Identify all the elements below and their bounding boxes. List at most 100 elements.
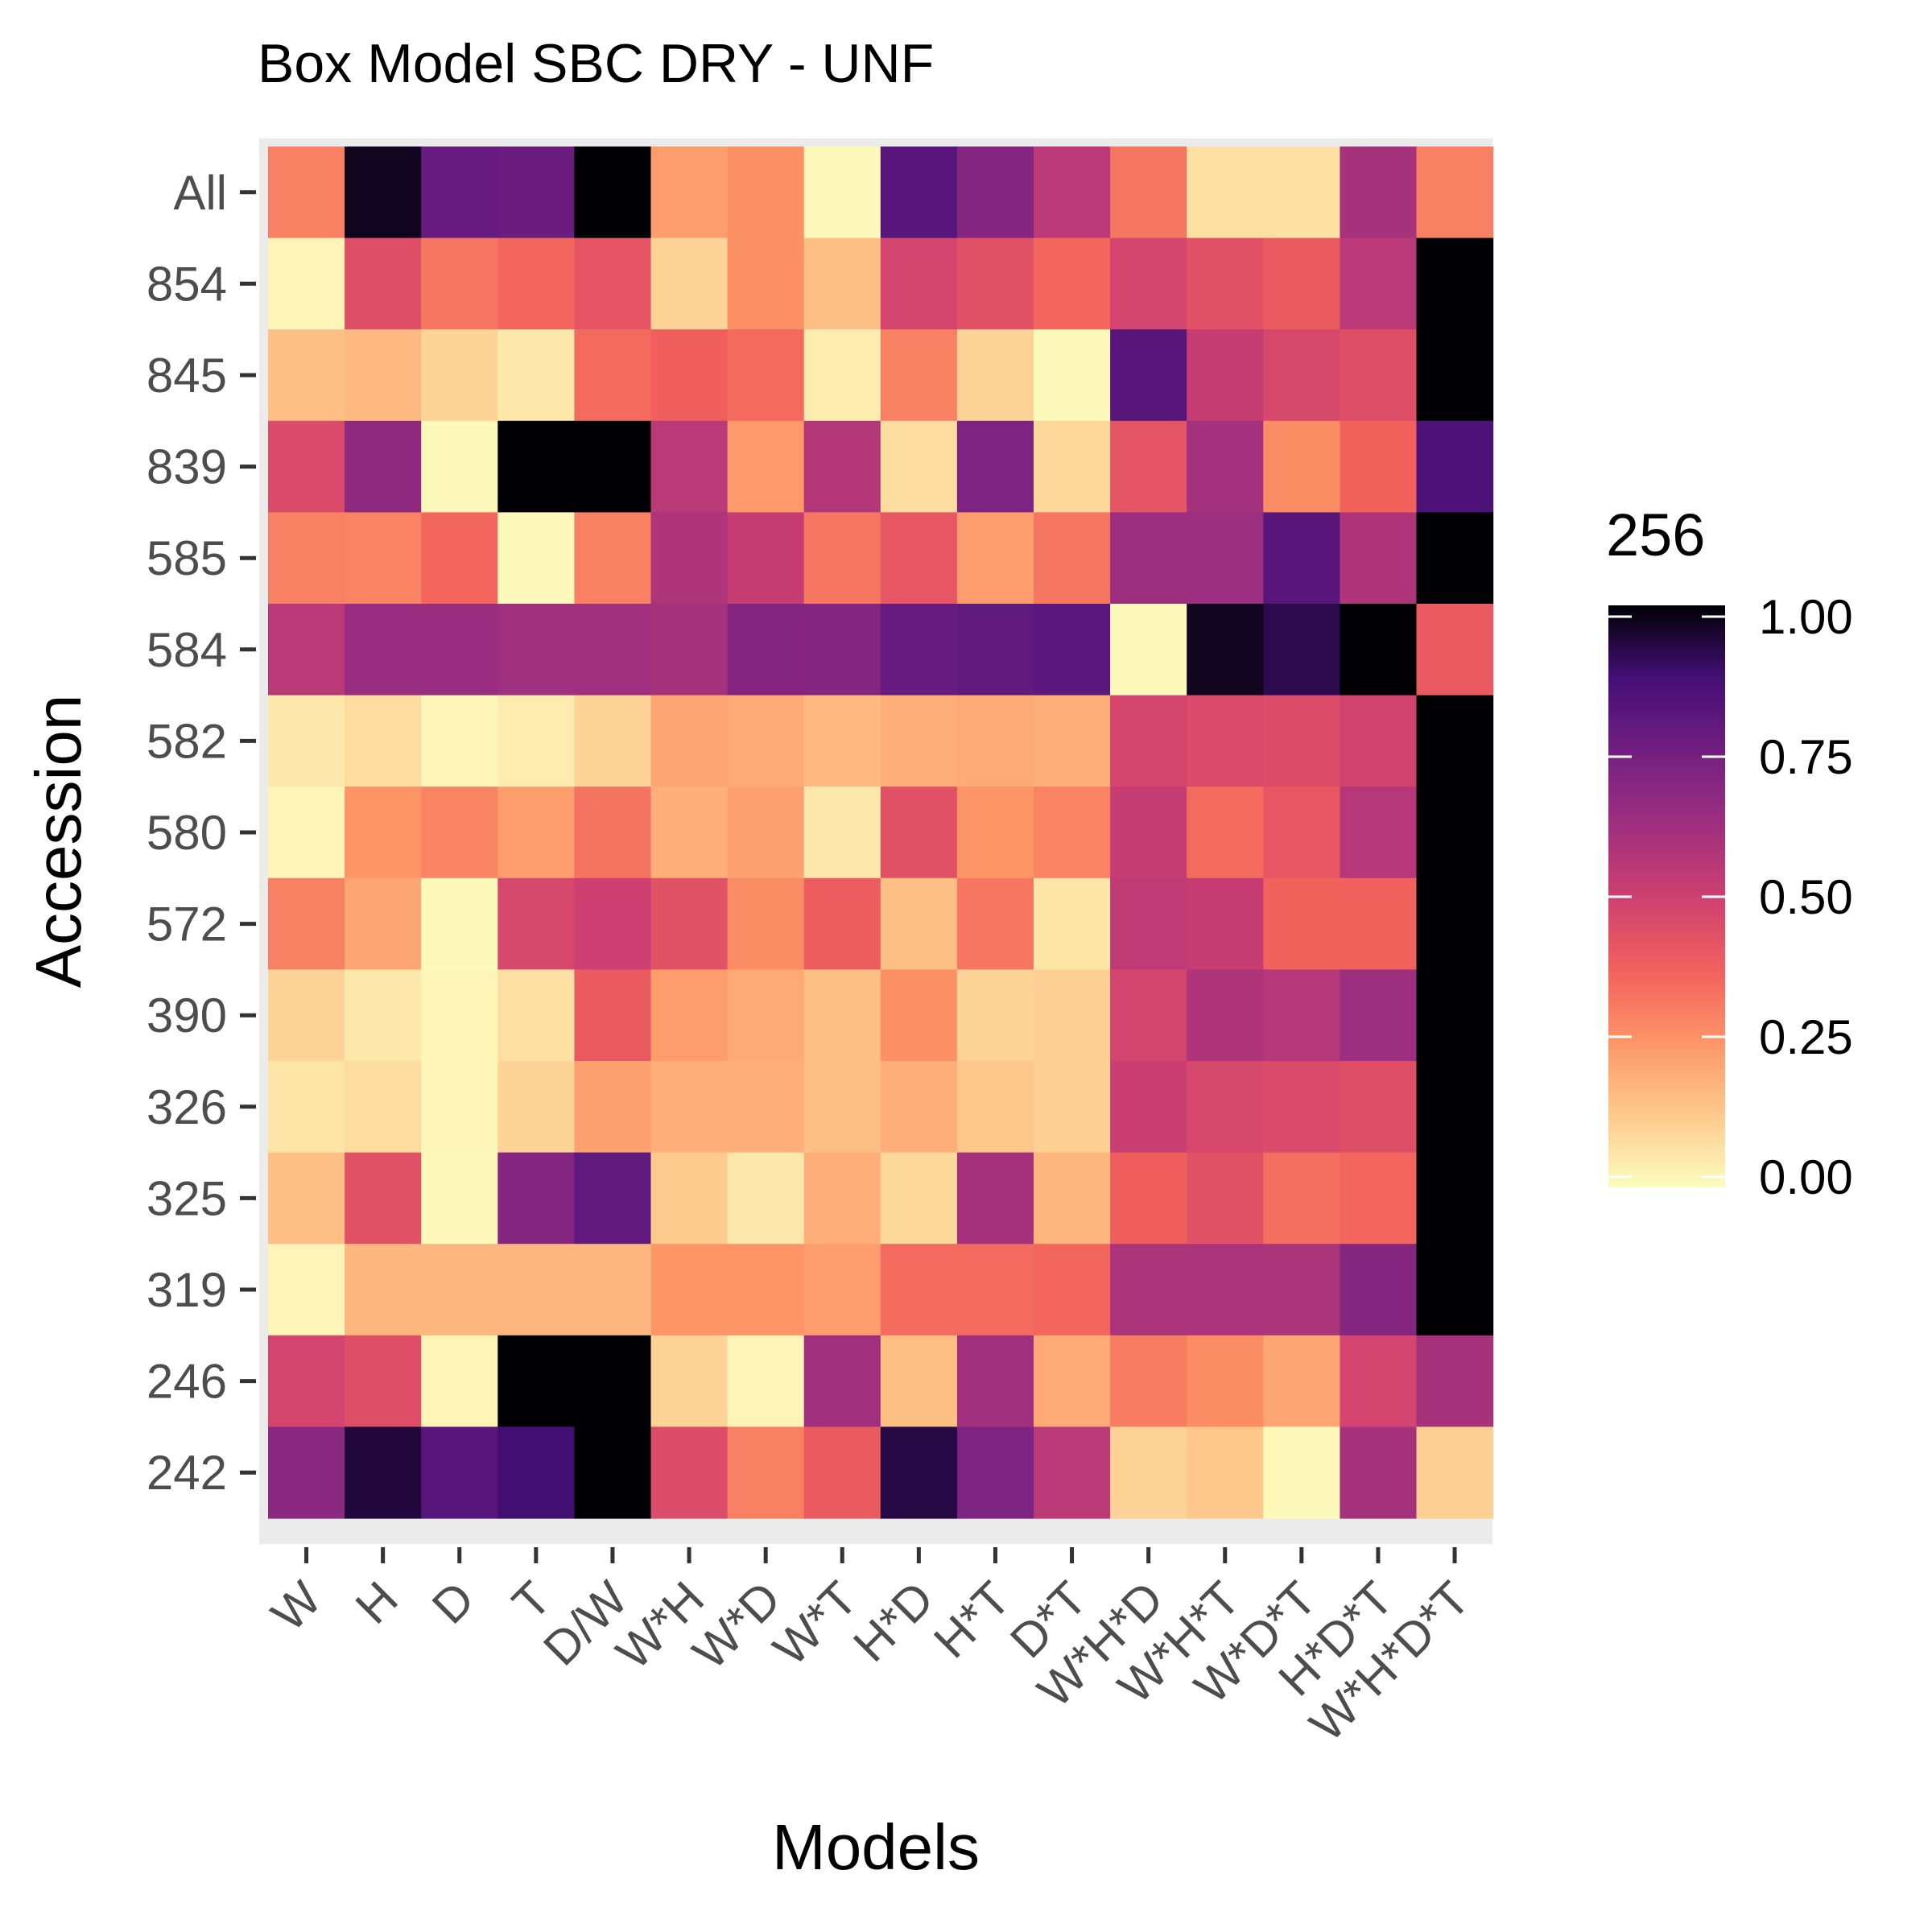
heatmap-cell: [1110, 604, 1187, 696]
heatmap-cell: [421, 147, 498, 239]
x-axis: W H D TD/WW*HW*DW*TH*DH*TD*TW*H*DW*H*TW*D*T…: [261, 1547, 1480, 1752]
heatmap-cell: [1263, 329, 1340, 422]
heatmap-cell: [803, 1244, 881, 1336]
heatmap-cell: [268, 1152, 345, 1245]
heatmap-cell: [574, 786, 652, 879]
heatmap-cell: [497, 512, 575, 605]
heatmap-cell: [1187, 1152, 1264, 1245]
heatmap-cell: [880, 512, 958, 605]
heatmap-cell: [1187, 604, 1264, 696]
heatmap-cell: [497, 969, 575, 1062]
heatmap-cell: [1034, 237, 1111, 330]
heatmap-cell: [1034, 420, 1111, 513]
heatmap-cell: [1263, 147, 1340, 239]
heatmap-cell: [1340, 1426, 1418, 1519]
heatmap-cell: [650, 1244, 729, 1336]
heatmap-cell: [345, 512, 422, 605]
heatmap-cell: [727, 1335, 805, 1427]
heatmap-cell: [1416, 1335, 1494, 1427]
heatmap-cell: [574, 1426, 652, 1519]
heatmap-cell: [421, 1152, 498, 1245]
heatmap-cell: [1034, 1061, 1111, 1154]
heatmap-cell: [268, 1061, 345, 1154]
heatmap-cell: [268, 604, 345, 696]
heatmap-cell: [268, 969, 345, 1062]
heatmap-cell: [574, 512, 652, 605]
heatmap-cell: [421, 695, 498, 787]
heatmap-cell: [650, 1152, 729, 1245]
heatmap-cell: [1416, 877, 1494, 970]
heatmap-cell: [1416, 1244, 1494, 1336]
chart-title: Box Model SBC DRY - UNF: [258, 33, 934, 94]
heatmap-cell: [345, 237, 422, 330]
heatmap-cell: [650, 786, 729, 879]
heatmap-cell: [421, 877, 498, 970]
heatmap-cell: [1110, 329, 1187, 422]
heatmap-cell: [1263, 420, 1340, 513]
heatmap-cell: [650, 1061, 729, 1154]
heatmap-cell: [1263, 969, 1340, 1062]
heatmap-cell: [268, 420, 345, 513]
heatmap-cell: [727, 695, 805, 787]
heatmap-cell: [1187, 512, 1264, 605]
heatmap-cell: [880, 237, 958, 330]
y-axis-title: Accession: [23, 695, 94, 989]
heatmap-cell: [880, 147, 958, 239]
heatmap-cell: [1416, 420, 1494, 513]
heatmap-cell: [345, 786, 422, 879]
heatmap-cell: [268, 329, 345, 422]
heatmap-cell: [1034, 329, 1111, 422]
heatmap-cell: [727, 147, 805, 239]
y-tick-label: 585: [147, 531, 227, 585]
y-tick-label: 326: [147, 1080, 227, 1134]
heatmap-cell: [803, 1061, 881, 1154]
heatmap-cell: [1034, 695, 1111, 787]
y-tick-label: All: [173, 166, 227, 220]
heatmap-cell: [803, 969, 881, 1062]
heatmap-cell: [1110, 877, 1187, 970]
heatmap-cell: [1034, 1426, 1111, 1519]
heatmap-cell: [1034, 877, 1111, 970]
heatmap-cell: [880, 1152, 958, 1245]
heatmap-cell: [880, 604, 958, 696]
heatmap-cell: [1034, 512, 1111, 605]
heatmap-cell: [803, 420, 881, 513]
heatmap-cell: [880, 1061, 958, 1154]
heatmap-cell: [345, 1335, 422, 1427]
legend-tick-label: 0.75: [1759, 730, 1853, 784]
heatmap-cell: [880, 420, 958, 513]
legend-tick-label: 1.00: [1759, 590, 1853, 644]
heatmap-cell: [497, 329, 575, 422]
heatmap-cell: [880, 695, 958, 787]
heatmap-cell: [1187, 237, 1264, 330]
heatmap-cell: [1263, 604, 1340, 696]
heatmap-cell: [1340, 786, 1418, 879]
y-tick-label: 242: [147, 1446, 227, 1500]
y-tick-label: 572: [147, 898, 227, 952]
heatmap-cell: [956, 786, 1034, 879]
heatmap-cell: [1263, 1244, 1340, 1336]
heatmap-cell: [727, 237, 805, 330]
heatmap-cell: [1110, 147, 1187, 239]
heatmap-cell: [880, 969, 958, 1062]
heatmap-cell: [268, 237, 345, 330]
heatmap-cell: [345, 1426, 422, 1519]
heatmap-cell: [1110, 1061, 1187, 1154]
heatmap-cell: [1110, 1152, 1187, 1245]
y-tick-label: 325: [147, 1171, 227, 1225]
heatmap-cell: [421, 1244, 498, 1336]
heatmap-cell: [497, 1061, 575, 1154]
legend-title: 256: [1606, 502, 1705, 568]
heatmap-cell: [803, 877, 881, 970]
y-tick-label: 839: [147, 440, 227, 494]
heatmap-cell: [497, 1426, 575, 1519]
y-tick-label: 582: [147, 714, 227, 768]
heatmap-cell: [1187, 1335, 1264, 1427]
heatmap-cell: [1187, 1061, 1264, 1154]
heatmap-cell: [956, 147, 1034, 239]
heatmap-cell: [1187, 1426, 1264, 1519]
heatmap-cell: [497, 420, 575, 513]
heatmap-cell: [1110, 1335, 1187, 1427]
heatmap-cell: [1340, 604, 1418, 696]
y-tick-label: 854: [147, 257, 227, 311]
